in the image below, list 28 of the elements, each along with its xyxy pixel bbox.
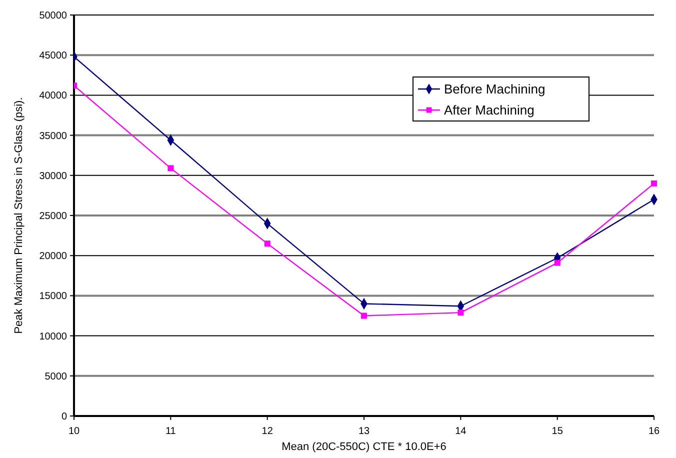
point: [651, 180, 657, 186]
point: [361, 312, 367, 319]
x-tick-label: 16: [648, 426, 660, 437]
x-tick-label: 13: [358, 426, 370, 437]
legend-label: After Machining: [444, 102, 534, 118]
y-tick-label: 35000: [39, 130, 68, 142]
x-tick-label: 11: [165, 426, 176, 437]
y-tick-label: 25000: [39, 211, 68, 222]
y-tick-label: 10000: [39, 331, 68, 342]
point: [554, 260, 560, 266]
point: [168, 165, 174, 172]
point: [458, 310, 464, 316]
y-axis-title: Peak Maximum Principal Stress in S-Glass (psi).: [13, 97, 25, 334]
x-tick-label: 10: [68, 426, 80, 437]
y-tick-label: 45000: [39, 50, 68, 62]
y-tick-label: 30000: [39, 170, 68, 182]
y-tick-label: 5000: [44, 371, 68, 382]
x-axis-title: Mean (20C-550C) CTE * 10.0E+6: [282, 441, 446, 453]
y-tick-label: 0: [61, 412, 68, 422]
point: [264, 240, 270, 247]
legend-label: Before Machining: [444, 82, 546, 97]
y-tick-label: 50000: [39, 10, 68, 22]
x-tick-label: 12: [262, 426, 274, 437]
y-tick-label: 20000: [39, 251, 68, 262]
y-tick-label: 15000: [39, 291, 68, 302]
y-tick-label: 40000: [39, 90, 68, 102]
x-tick-label: 15: [552, 426, 564, 437]
x-tick-label: 14: [455, 426, 467, 437]
